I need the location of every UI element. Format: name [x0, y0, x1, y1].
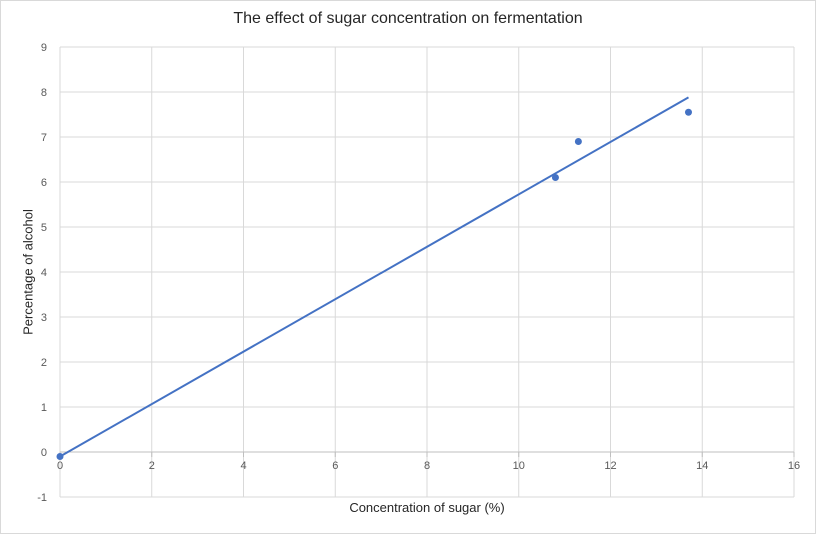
gridlines [59, 46, 795, 498]
x-tick-label: 8 [424, 460, 430, 472]
y-tick-label: 3 [41, 312, 47, 324]
data-points [56, 108, 692, 460]
x-tick-label: 10 [513, 460, 525, 472]
y-tick-label: 9 [41, 42, 47, 54]
trendline [59, 96, 689, 458]
x-tick-label: 0 [57, 460, 63, 472]
y-tick-label: 5 [41, 222, 47, 234]
data-point [551, 174, 559, 181]
x-tick-label: 2 [149, 460, 155, 472]
x-tick-label: 6 [332, 460, 338, 472]
x-tick-label: 4 [240, 460, 246, 472]
y-tick-label: 1 [41, 402, 47, 414]
x-tick-label: 14 [696, 460, 708, 472]
data-point [56, 453, 64, 460]
y-tick-label: 4 [41, 267, 47, 279]
y-tick-label: 2 [41, 357, 47, 369]
chart-title: The effect of sugar concentration on fer… [233, 10, 583, 27]
data-point [684, 108, 692, 116]
y-tick-label: 8 [41, 87, 47, 99]
trendline-group [59, 96, 689, 458]
x-tick-label: 16 [788, 460, 800, 472]
y-tick-label: -1 [37, 492, 47, 504]
x-axis-label: Concentration of sugar (%) [349, 500, 505, 515]
y-tick-label: 6 [41, 177, 47, 189]
y-tick-label: 0 [41, 447, 47, 459]
y-tick-label: 7 [41, 132, 47, 144]
x-tick-label: 12 [604, 460, 616, 472]
data-point [574, 138, 582, 145]
